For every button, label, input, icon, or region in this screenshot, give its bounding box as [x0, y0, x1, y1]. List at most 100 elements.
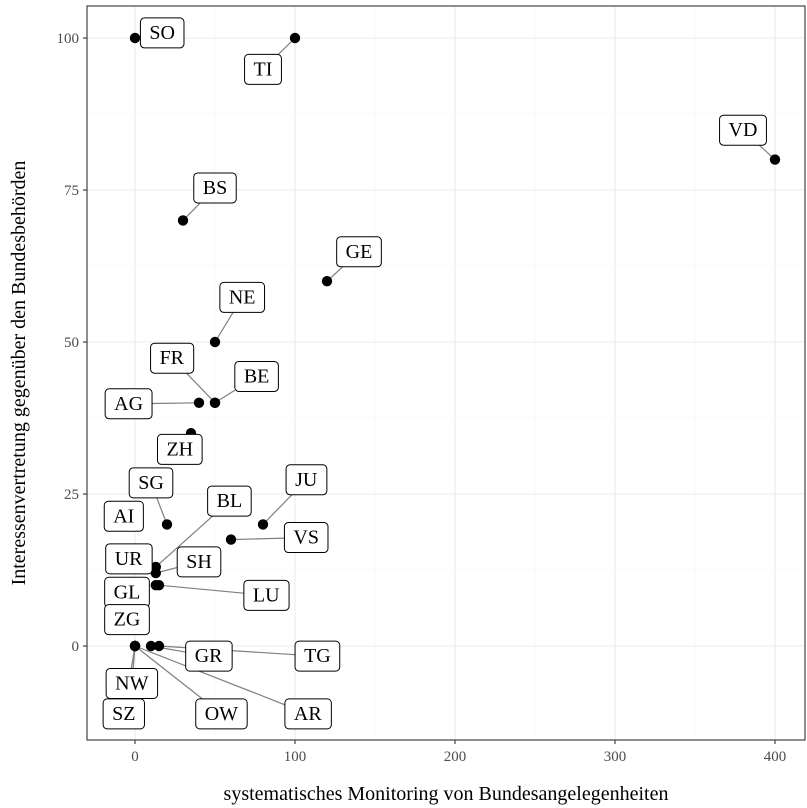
point-label-nw: NW — [105, 667, 159, 699]
leader-line-ju — [262, 494, 293, 525]
data-point-sg — [161, 519, 173, 530]
point-label-text: GR — [195, 645, 223, 667]
point-label-zh: ZH — [156, 433, 203, 465]
point-label-text: AI — [113, 505, 134, 527]
point-label-box — [285, 464, 328, 496]
point-label-text: SH — [186, 551, 212, 573]
x-tick-label: 400 — [764, 749, 787, 765]
point-label-box — [176, 546, 222, 578]
point-label-text: LU — [253, 584, 280, 606]
point-label-text: GE — [346, 241, 373, 263]
data-point-be — [209, 397, 221, 408]
x-tick-label: 100 — [284, 749, 307, 765]
point-label-gl: GL — [104, 576, 150, 608]
point-label-text: BE — [244, 365, 270, 387]
leader-line-ow — [134, 645, 203, 700]
data-point-vs — [225, 534, 237, 545]
point-label-ur: UR — [105, 543, 153, 575]
point-label-box — [193, 172, 237, 204]
point-label-text: AG — [114, 393, 143, 415]
data-point-so — [129, 32, 141, 44]
point-label-text: AR — [294, 703, 322, 725]
point-label-text: ZG — [114, 609, 141, 631]
point-label-be: BE — [234, 360, 279, 392]
point-label-bl: BL — [207, 485, 252, 517]
point-label-text: TG — [304, 645, 331, 667]
point-label-text: VS — [293, 527, 319, 549]
point-label-box — [219, 281, 266, 313]
point-label-box — [336, 236, 382, 268]
grid — [87, 6, 805, 740]
point-label-text: BL — [217, 490, 243, 512]
point-label-ju: JU — [285, 464, 328, 496]
y-tick-label: 0 — [72, 639, 80, 655]
point-label-so: SO — [139, 17, 185, 49]
x-axis-title: systematisches Monitoring von Bundesange… — [224, 783, 669, 805]
point-label-ge: GE — [336, 236, 382, 268]
data-point-ne — [209, 336, 221, 348]
leader-line-ag — [152, 402, 200, 405]
point-label-text: OW — [205, 703, 238, 725]
point-label-lu: LU — [243, 579, 290, 611]
point-label-text: NE — [229, 286, 256, 308]
point-label-ow: OW — [195, 698, 248, 730]
point-label-text: BS — [203, 177, 227, 199]
point-label-text: JU — [295, 469, 318, 491]
point-label-sg: SG — [128, 467, 174, 499]
point-label-ai: AI — [103, 500, 144, 532]
x-tick-label: 0 — [131, 749, 139, 765]
point-label-text: VD — [729, 119, 758, 141]
point-label-gr: GR — [185, 640, 233, 672]
point-label-ag: AG — [104, 388, 153, 420]
point-label-text: GL — [114, 581, 141, 603]
point-label-bs: BS — [193, 172, 237, 204]
point-label-box — [156, 433, 203, 465]
point-label-vs: VS — [283, 522, 329, 554]
data-point-ar — [129, 640, 141, 652]
y-tick-label: 100 — [57, 31, 80, 47]
point-label-text: FR — [160, 347, 185, 369]
point-label-box — [244, 53, 282, 85]
point-label-box — [243, 579, 290, 611]
point-label-box — [234, 360, 279, 392]
point-label-box — [104, 388, 153, 420]
point-label-box — [150, 342, 195, 374]
x-tick-label: 200 — [444, 749, 467, 765]
point-label-box — [195, 698, 248, 730]
data-point-gr — [145, 640, 157, 652]
point-label-box — [103, 500, 144, 532]
point-label-box — [284, 698, 332, 730]
y-axis-ticks: 0 25 50 75 100 — [57, 31, 87, 655]
point-label-box — [105, 543, 153, 575]
point-label-ne: NE — [219, 281, 266, 313]
point-label-text: SG — [138, 472, 164, 494]
point-label-box — [283, 522, 329, 554]
y-tick-label: 50 — [64, 335, 79, 351]
point-label-text: SZ — [112, 703, 135, 725]
x-tick-label: 300 — [604, 749, 627, 765]
point-label-box — [185, 640, 233, 672]
leader-line-ne — [214, 312, 234, 343]
y-axis-title: Interessenvertretung gegenüber den Bunde… — [8, 161, 30, 586]
point-label-box — [128, 467, 174, 499]
point-label-text: SO — [149, 22, 175, 44]
point-label-box — [102, 698, 145, 730]
point-label-text: ZH — [166, 438, 193, 460]
x-axis-ticks: 0 100 200 300 400 — [131, 740, 786, 765]
point-label-box — [207, 485, 252, 517]
label-leaders — [125, 37, 776, 706]
point-label-text: UR — [115, 548, 143, 570]
point-label-text: TI — [254, 58, 273, 80]
y-tick-label: 25 — [64, 487, 79, 503]
point-label-sh: SH — [176, 546, 222, 578]
point-label-zg: ZG — [104, 604, 150, 636]
point-label-box — [139, 17, 185, 49]
data-point-ag — [193, 397, 205, 408]
data-point-bs — [177, 215, 189, 226]
point-label-vd: VD — [719, 114, 767, 146]
y-tick-label: 75 — [64, 183, 79, 199]
point-label-box — [104, 604, 150, 636]
plot-panel-border — [86, 5, 806, 741]
